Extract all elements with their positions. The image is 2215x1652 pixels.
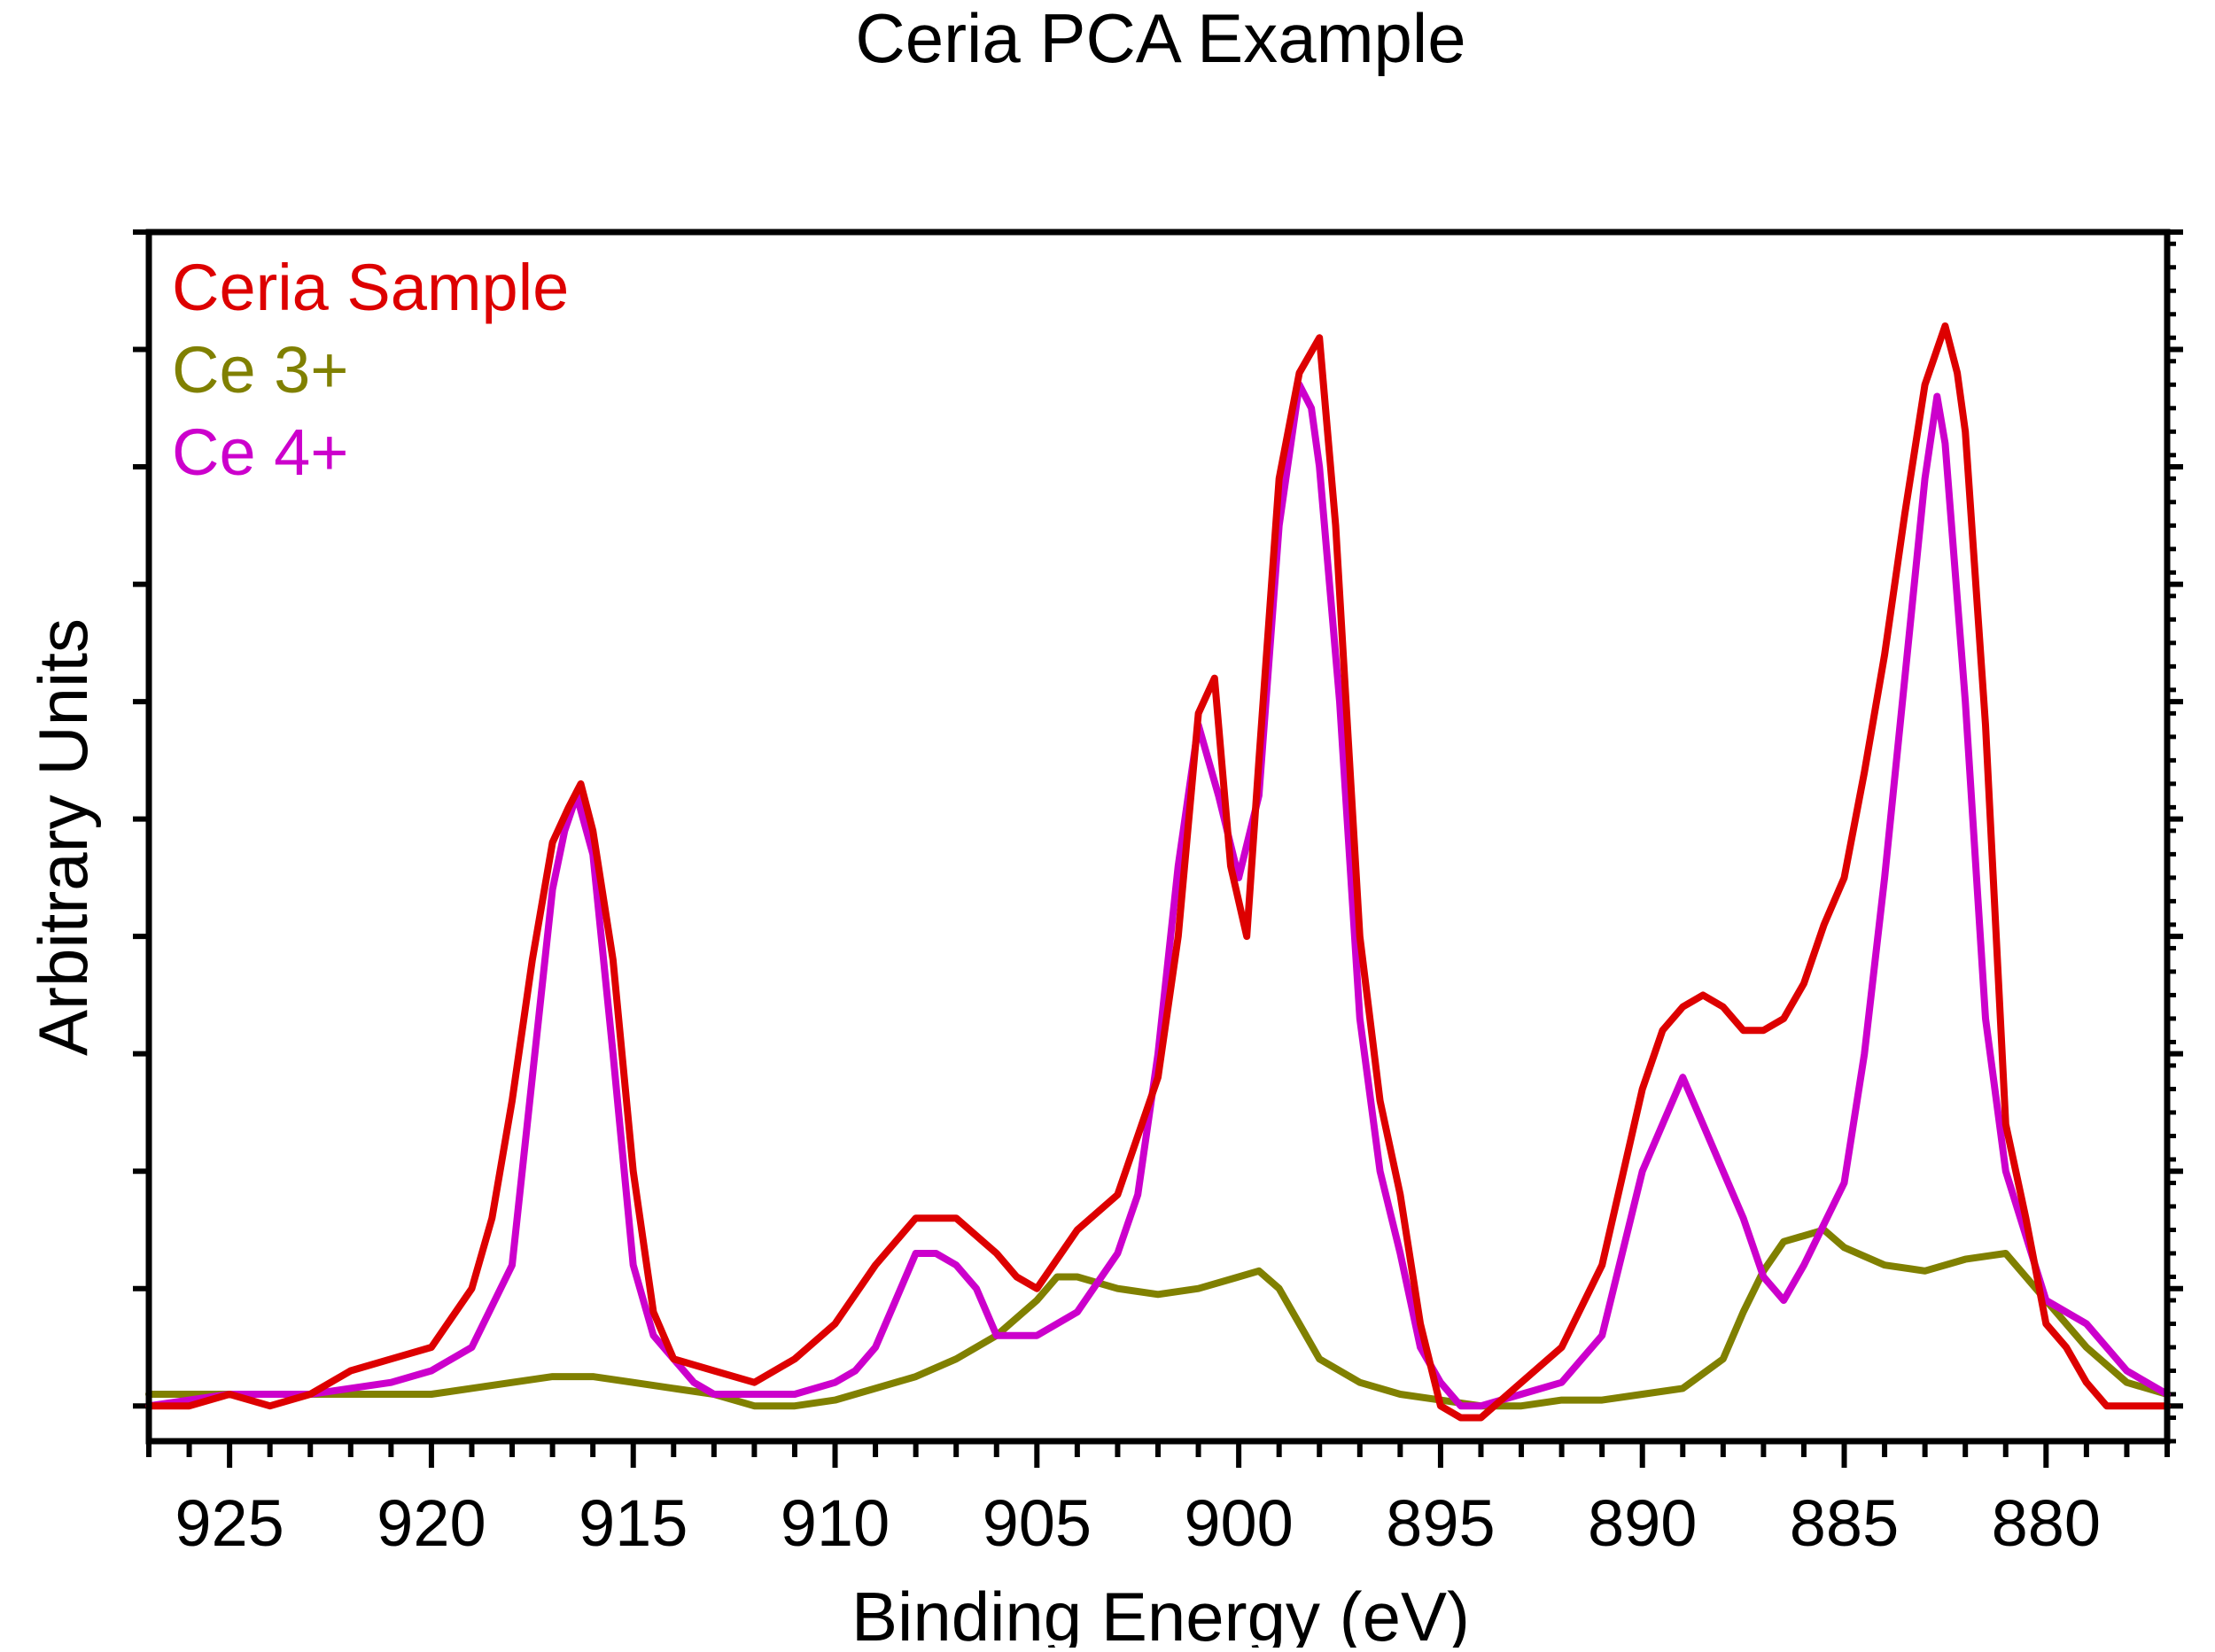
chart-title: Ceria PCA Example: [855, 0, 1465, 77]
legend-entry: Ce 3+: [172, 333, 349, 407]
x-tick-label: 880: [1992, 1486, 2101, 1560]
x-tick-label: 905: [983, 1486, 1092, 1560]
x-tick-label: 925: [175, 1486, 284, 1560]
series-line-ce-4: [145, 381, 2171, 1410]
x-axis-label: Binding Energy (eV): [851, 1578, 1470, 1648]
series-line-ce-3: [145, 1226, 2171, 1410]
x-tick-label: 890: [1588, 1486, 1697, 1560]
plot-area: [145, 322, 2171, 1422]
y-axis-label: Arbitrary Units: [24, 618, 102, 1056]
legend-entry: Ce 4+: [172, 415, 349, 489]
x-tick-label: 900: [1184, 1486, 1293, 1560]
x-tick-label: 895: [1386, 1486, 1495, 1560]
plot-frame: [145, 229, 2171, 1445]
x-axis: 925 920 915 910 905 900 895 890 885 880: [146, 1441, 2170, 1560]
series-line-ceria-sample: [145, 322, 2171, 1422]
x-tick-label: 920: [377, 1486, 486, 1560]
x-tick-label: 885: [1790, 1486, 1899, 1560]
legend-entry: Ceria Sample: [172, 251, 569, 324]
x-tick-label: 915: [579, 1486, 688, 1560]
x-tick-label: 910: [781, 1486, 890, 1560]
legend: Ceria Sample Ce 3+ Ce 4+: [172, 251, 569, 489]
